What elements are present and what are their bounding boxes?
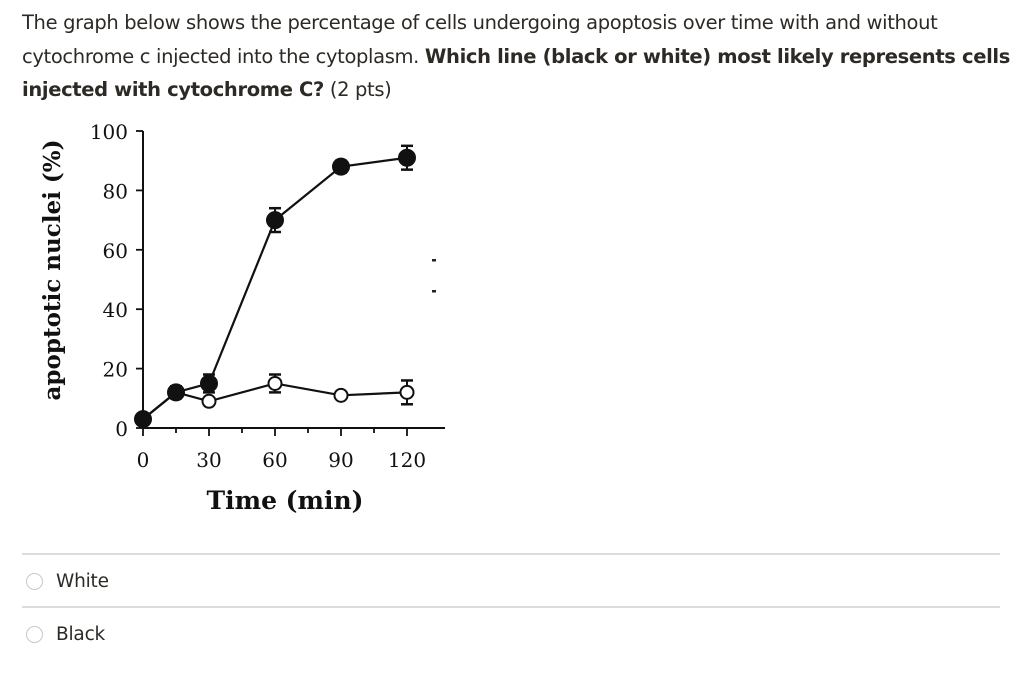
stray-mark — [432, 290, 436, 293]
filled-data-point — [134, 410, 152, 429]
y-tick-label: 60 — [103, 239, 128, 263]
x-tick-label: 60 — [262, 448, 287, 472]
y-tick-label: 0 — [115, 417, 128, 441]
filled-data-point — [332, 157, 350, 176]
open-data-point — [333, 387, 349, 403]
x-axis-label: Time (min) — [207, 486, 364, 515]
filled-data-point — [167, 383, 185, 402]
open-data-point — [399, 384, 415, 400]
x-tick-label: 30 — [196, 448, 221, 472]
question-points: (2 pts) — [323, 78, 392, 101]
y-tick-label: 20 — [103, 358, 128, 382]
stray-mark — [432, 259, 436, 262]
question-prompt: Which line (black or white) most likely … — [22, 44, 1010, 102]
question-text: The graph below shows the percentage of … — [22, 6, 1012, 107]
open-data-point — [201, 393, 217, 409]
y-axis-label: apoptotic nuclei (%) — [39, 140, 66, 401]
x-tick-label: 90 — [328, 448, 353, 472]
answer-option-black[interactable]: Black — [26, 624, 105, 645]
apoptosis-line-chart: 0 20 40 60 80 100 0 30 60 90 120 apoptotic nuclei … — [0, 110, 480, 530]
radio-button-white[interactable] — [26, 573, 43, 590]
x-tick-label: 120 — [388, 448, 426, 472]
chart-axes: 0 20 40 60 80 100 0 30 60 90 120 — [90, 120, 445, 472]
answer-label: Black — [56, 624, 106, 645]
y-tick-label: 100 — [90, 120, 128, 144]
filled-data-point — [398, 148, 416, 167]
y-tick-label: 80 — [103, 179, 128, 203]
filled-data-point — [200, 374, 218, 393]
chart-series — [134, 144, 416, 429]
divider — [22, 553, 1000, 555]
open-data-point — [267, 375, 283, 391]
answer-option-white[interactable]: White — [26, 571, 109, 592]
y-tick-label: 40 — [103, 298, 128, 322]
filled-data-point — [266, 211, 284, 230]
answer-label: White — [56, 571, 109, 592]
radio-button-black[interactable] — [26, 626, 43, 643]
x-tick-label: 0 — [137, 448, 150, 472]
question-intro: The graph below shows the percentage of … — [22, 11, 938, 68]
divider — [22, 606, 1000, 608]
